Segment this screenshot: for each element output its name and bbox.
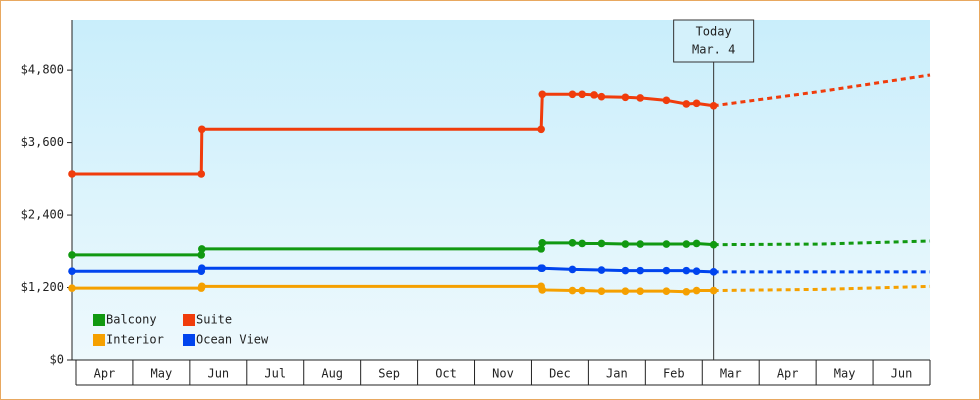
price-point [538,264,547,273]
x-tick-label: Sep [378,367,400,381]
today-label: Mar. 4 [692,43,735,57]
price-point [709,268,718,276]
price-point [692,286,701,295]
legend-swatch [93,334,105,346]
price-point [568,90,577,99]
x-tick-label: Jan [606,367,628,381]
price-point [590,91,598,99]
price-point [198,264,206,273]
price-point [709,240,718,249]
price-point [198,245,206,253]
price-point [692,99,701,108]
legend-label: Suite [196,313,232,327]
price-point [597,92,606,101]
x-tick-label: Jul [264,367,286,381]
legend-swatch [183,334,195,346]
price-point [662,96,671,105]
price-point [597,239,606,248]
price-point [198,125,206,134]
y-tick-label: $1,200 [21,280,64,294]
x-tick-label: Feb [663,367,685,381]
price-point [636,266,645,275]
forecast-line [713,284,931,293]
x-tick-label: May [151,367,173,381]
plot-area [72,20,930,360]
x-tick-label: Nov [492,367,514,381]
price-point [692,239,701,248]
y-tick-label: $2,400 [21,208,64,222]
price-point [568,239,577,247]
legend-label: Interior [106,333,164,347]
price-point [662,287,671,295]
price-point [636,240,645,248]
price-point [621,266,630,275]
price-point [662,240,671,248]
price-point [537,125,545,134]
price-point [538,239,547,247]
price-point [578,90,586,99]
x-tick-label: Oct [435,367,457,381]
price-point [692,267,701,276]
price-point [636,287,645,295]
price-point [568,286,577,295]
x-tick-label: Jun [207,367,229,381]
price-point [682,240,691,248]
x-tick-label: Apr [777,367,799,381]
x-tick-label: Dec [549,367,571,381]
x-tick-label: Aug [321,367,343,381]
price-point [682,266,691,275]
y-tick-label: $0 [50,353,64,367]
x-tick-label: Apr [94,367,116,381]
forecast-line [713,73,931,108]
legend-swatch [183,314,195,326]
price-point [68,170,76,178]
price-point [621,93,630,102]
price-point [568,265,577,274]
price-point [621,287,630,295]
y-tick-label: $4,800 [21,63,64,77]
price-point [538,90,547,99]
price-point [597,266,606,274]
price-point [197,170,206,178]
price-point [662,266,671,275]
price-point [636,94,645,102]
forecast-line [713,239,931,247]
price-point [198,282,206,291]
y-tick-label: $3,600 [21,135,64,149]
x-tick-label: May [834,367,856,381]
price-point [709,286,718,295]
legend-label: Ocean View [196,333,269,347]
price-point [197,251,206,259]
price-point [68,284,76,292]
price-point [621,240,630,248]
legend-label: Balcony [106,313,157,327]
price-point [578,286,586,295]
price-point [709,101,718,110]
price-point [597,287,606,295]
today-label: Today [696,25,732,39]
price-point [68,251,76,259]
price-point [68,267,76,276]
price-point [538,286,547,294]
price-point [682,287,691,296]
price-point [537,245,545,253]
price-point [578,239,586,248]
legend-swatch [93,314,105,326]
price-point [682,100,691,108]
x-tick-label: Mar [720,367,742,381]
x-tick-label: Jun [891,367,913,381]
today-box [673,19,755,63]
